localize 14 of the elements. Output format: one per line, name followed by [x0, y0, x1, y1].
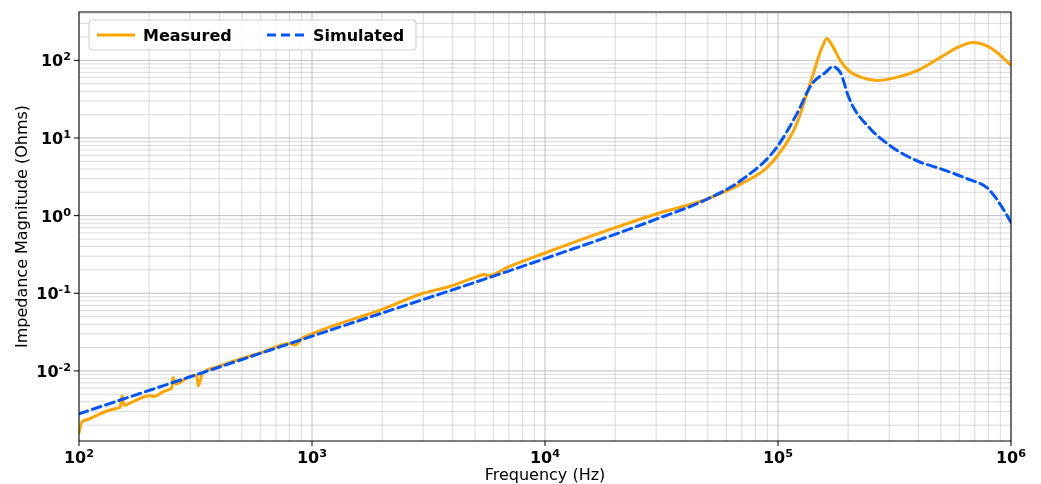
y-tick-label: 10$^{-2}$ [36, 360, 71, 381]
y-tick-label: 10$^{1}$ [40, 127, 72, 149]
y-tick-label: 10$^{0}$ [40, 205, 72, 226]
y-tick-label: 10$^{-1}$ [36, 282, 72, 304]
legend-label: Simulated [313, 26, 405, 45]
x-tick-label: 10$^{6}$ [995, 446, 1027, 467]
x-tick-label: 10$^{2}$ [63, 446, 95, 467]
x-tick-label: 10$^{5}$ [762, 446, 794, 467]
legend-label: Measured [143, 26, 232, 45]
x-tick-label: 10$^{3}$ [296, 446, 328, 467]
x-tick-label: 10$^{4}$ [529, 446, 561, 467]
y-axis-title: Impedance Magnitude (Ohms) [12, 104, 31, 349]
x-axis-title: Frequency (Hz) [484, 465, 606, 484]
y-tick-label: 10$^{2}$ [40, 49, 71, 71]
